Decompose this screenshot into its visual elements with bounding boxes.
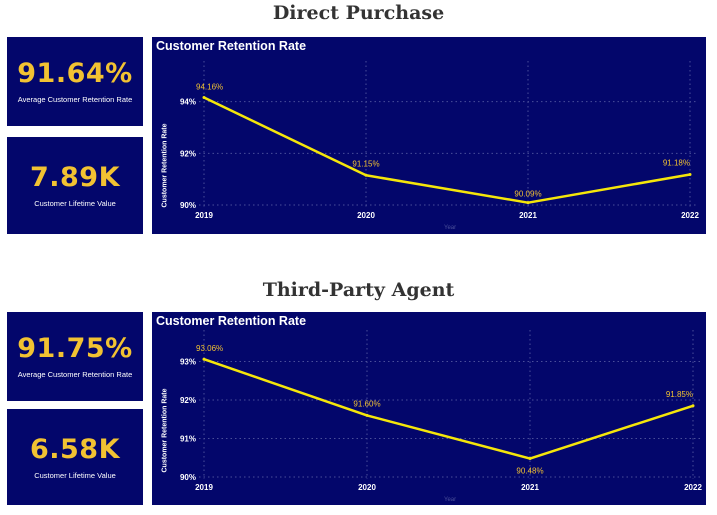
x-axis-label: Year — [444, 225, 457, 231]
x-tick-label: 2020 — [357, 211, 375, 220]
data-point — [691, 404, 695, 408]
x-tick-label: 2019 — [195, 483, 213, 492]
x-tick-label: 2020 — [358, 483, 376, 492]
section-title-third-party-agent: Third-Party Agent — [262, 279, 455, 301]
y-tick-label: 91% — [180, 435, 196, 444]
kpi-card-lifetime-value: 6.58K Customer Lifetime Value — [7, 409, 143, 505]
data-label: 94.16% — [196, 83, 223, 92]
y-tick-label: 90% — [180, 201, 196, 210]
kpi-label: Average Customer Retention Rate — [17, 95, 133, 104]
kpi-card-lifetime-value: 7.89K Customer Lifetime Value — [7, 137, 143, 234]
data-label: 90.09% — [514, 190, 541, 199]
data-point — [688, 173, 692, 177]
kpi-value: 91.75% — [17, 333, 133, 364]
chart-title: Customer Retention Rate — [156, 314, 307, 328]
y-tick-label: 90% — [180, 473, 196, 482]
kpi-value: 6.58K — [29, 433, 121, 465]
data-label: 93.06% — [196, 344, 223, 353]
x-tick-label: 2021 — [519, 211, 537, 220]
y-tick-label: 92% — [180, 149, 196, 158]
series-line — [203, 96, 691, 204]
data-label: 90.48% — [516, 467, 543, 476]
y-tick-label: 92% — [180, 396, 196, 405]
data-point — [364, 173, 368, 177]
data-point — [365, 413, 369, 417]
section-title-direct-purchase: Direct Purchase — [272, 2, 445, 24]
data-label: 91.60% — [353, 399, 380, 408]
kpi-value: 7.89K — [29, 162, 121, 193]
data-label: 91.85% — [666, 390, 693, 399]
data-point — [202, 357, 206, 361]
data-label: 91.15% — [352, 159, 379, 168]
retention-line-chart: Customer Retention Rate Customer Retenti… — [152, 312, 706, 505]
x-tick-label: 2019 — [195, 211, 213, 220]
y-tick-label: 94% — [180, 98, 196, 107]
chart-title: Customer Retention Rate — [156, 39, 307, 53]
data-label: 91.18% — [663, 159, 690, 168]
series-line — [203, 358, 694, 460]
x-tick-label: 2021 — [521, 483, 539, 492]
kpi-label: Customer Lifetime Value — [34, 199, 116, 208]
data-point — [202, 96, 206, 100]
data-point — [526, 201, 530, 205]
kpi-label: Customer Lifetime Value — [34, 470, 116, 480]
x-tick-label: 2022 — [684, 483, 702, 492]
kpi-label: Average Customer Retention Rate — [17, 370, 133, 379]
kpi-card-avg-retention: 91.64% Average Customer Retention Rate — [7, 37, 143, 126]
x-tick-label: 2022 — [681, 211, 699, 220]
y-tick-label: 93% — [180, 358, 196, 367]
kpi-value: 91.64% — [17, 58, 133, 89]
data-point — [528, 457, 532, 461]
kpi-card-avg-retention: 91.75% Average Customer Retention Rate — [7, 312, 143, 401]
chart-plot: 90% 91% 92% 93% 2019 2020 2021 2022 93.06% 91.60%… — [180, 330, 702, 492]
retention-line-chart: Customer Retention Rate Customer Retenti… — [152, 37, 706, 234]
chart-plot: 90% 92% 94% 2019 2020 2021 2022 94.16% 91.15% 90.… — [180, 61, 699, 220]
x-axis-label: Year — [444, 497, 457, 503]
